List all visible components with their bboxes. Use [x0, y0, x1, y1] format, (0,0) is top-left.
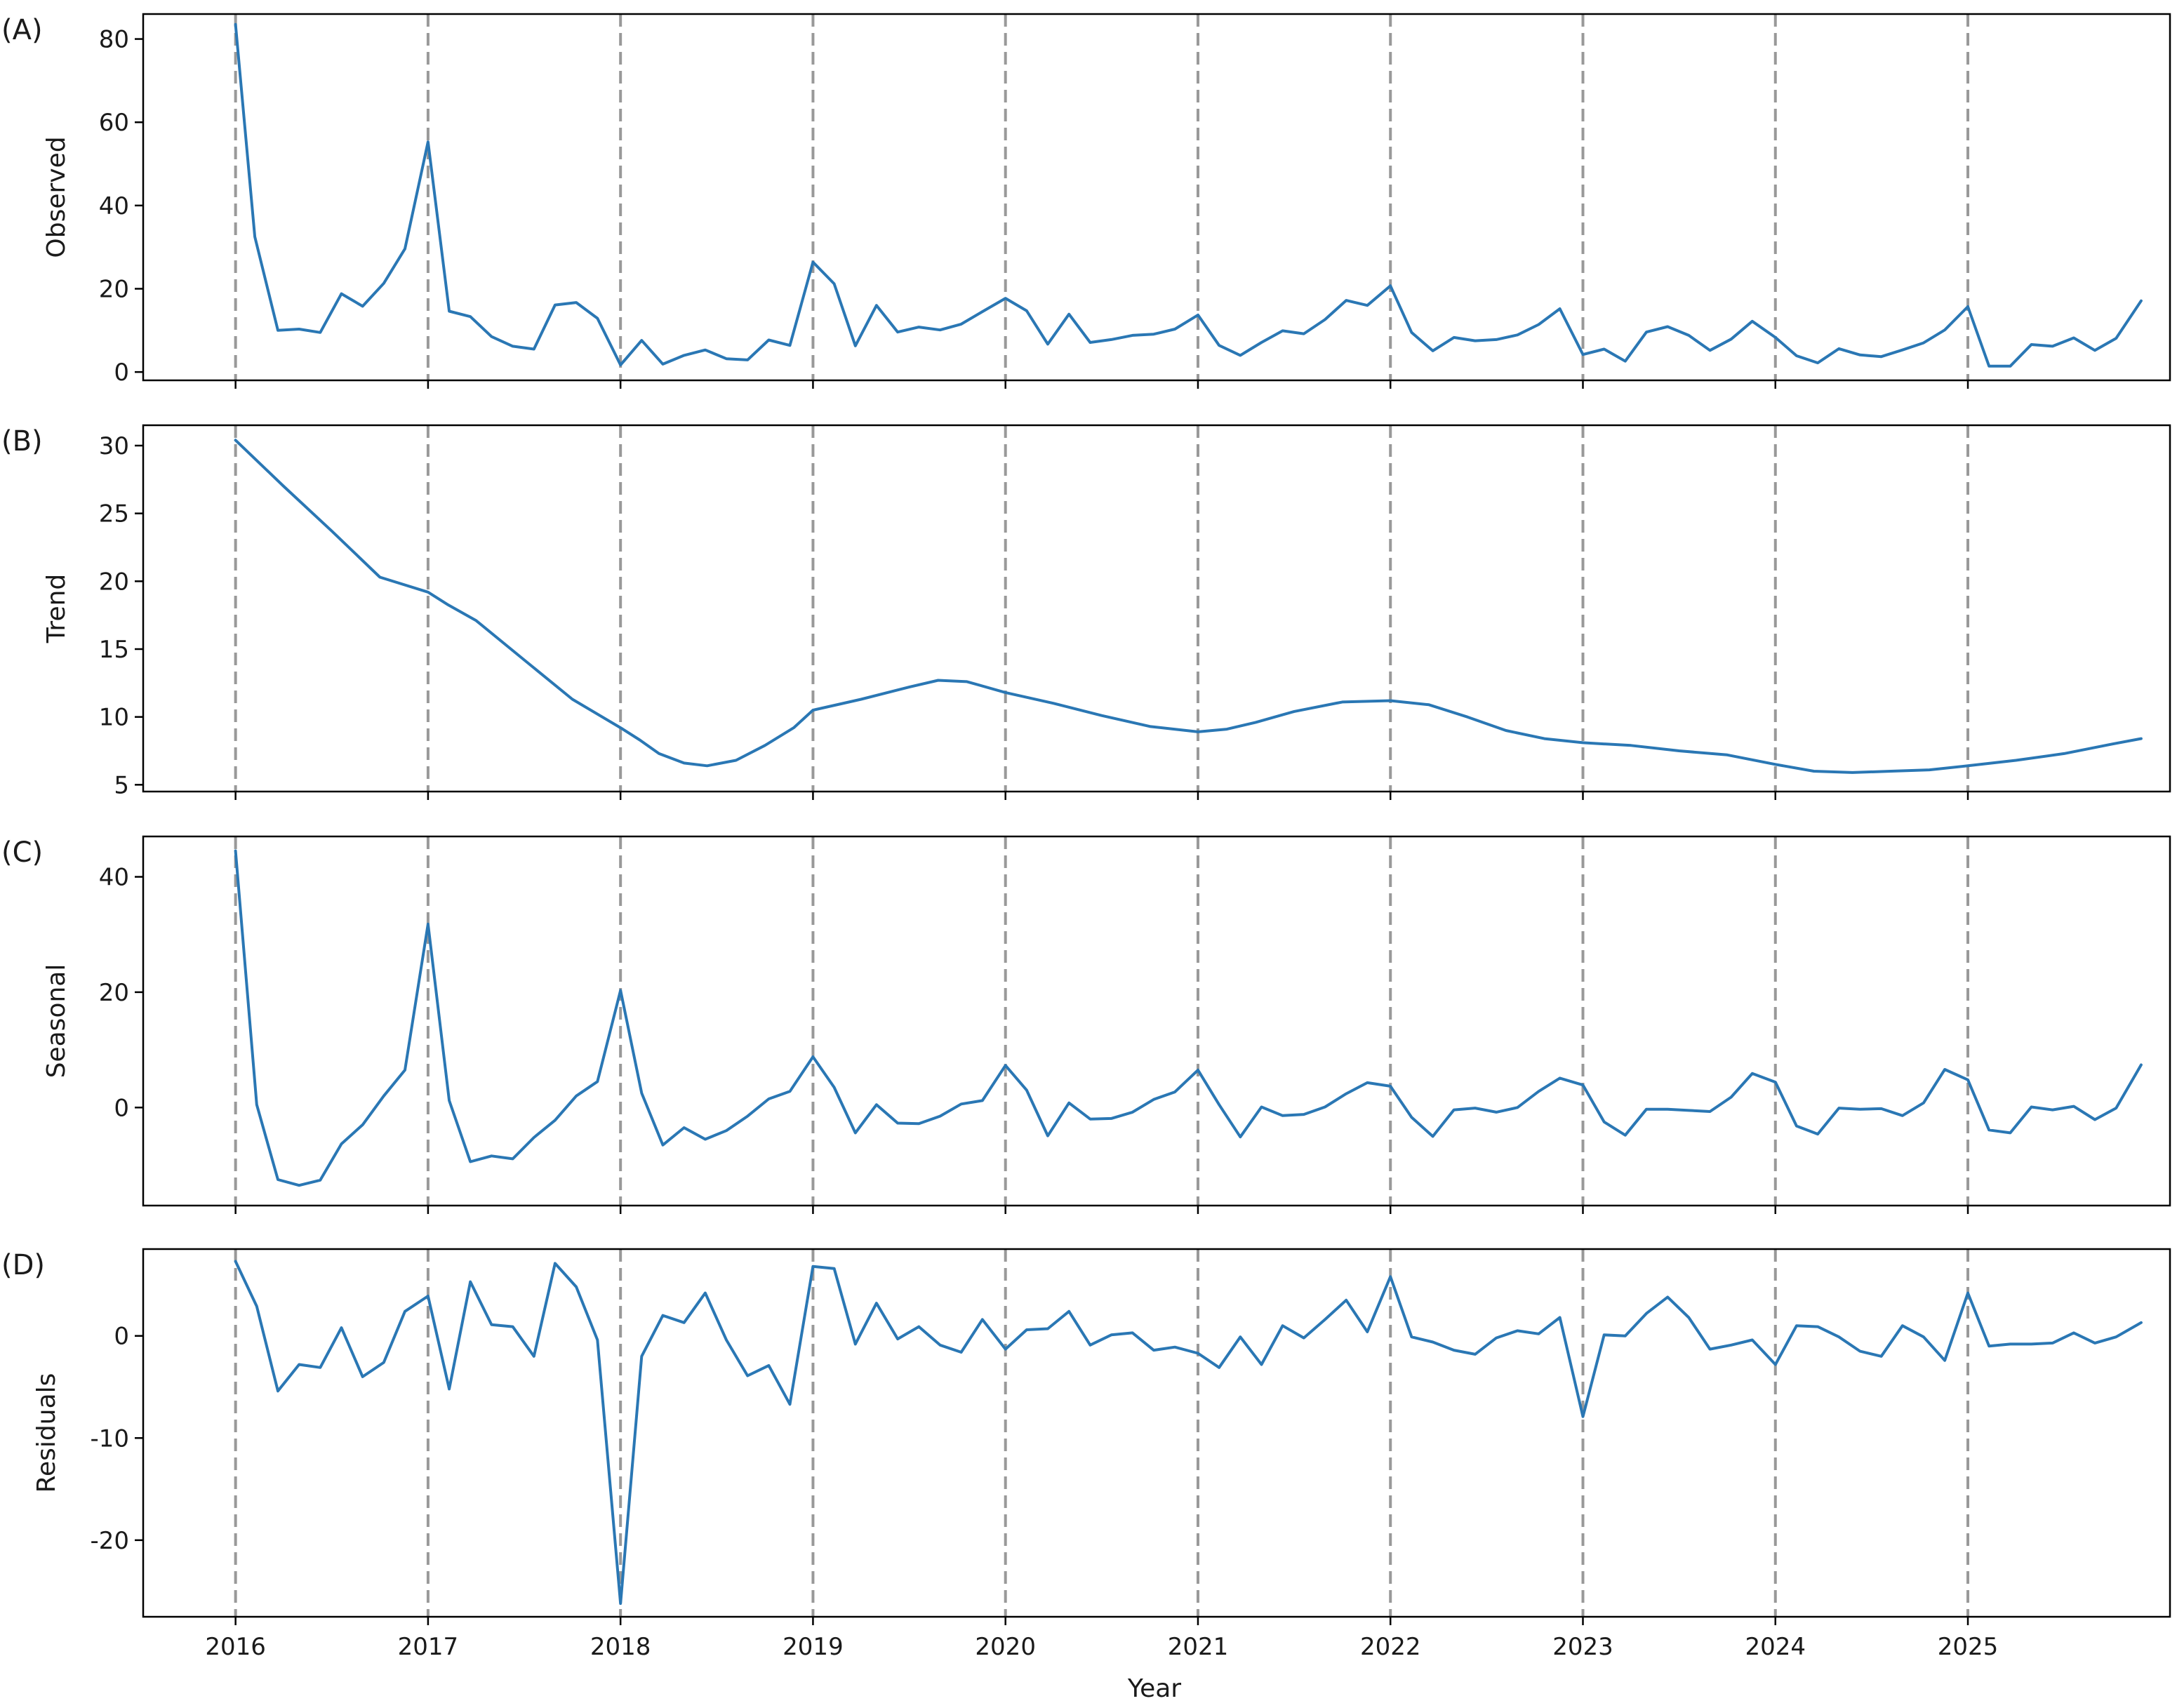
panel-c: 0 20 40 Seasonal (C): [1, 835, 2171, 1214]
panel-d: -20 -10 0 Residuals (D): [1, 1248, 2171, 1625]
x-tick-label: 2016: [205, 1633, 266, 1661]
x-axis-label: Year: [1127, 1674, 1181, 1703]
x-tick-label: 2017: [398, 1633, 459, 1661]
y-tick-label: 20: [99, 979, 129, 1007]
y-axis-label: Trend: [42, 574, 71, 644]
panel-label: (C): [1, 836, 43, 869]
y-axis-label: Seasonal: [42, 964, 71, 1079]
y-tick-label: 40: [99, 192, 129, 220]
series-line-residuals: [234, 1260, 2143, 1606]
x-tick-label: 2018: [590, 1633, 651, 1661]
y-axis-label: Residuals: [32, 1373, 61, 1493]
plot-frame: [142, 1248, 2171, 1618]
y-tick-label: 40: [99, 864, 129, 892]
y-tick-label: 10: [99, 704, 129, 732]
plot-frame: [142, 13, 2171, 382]
y-tick-label: -10: [90, 1425, 129, 1453]
y-tick-label: 25: [99, 500, 129, 528]
x-tick-label: 2023: [1552, 1633, 1613, 1661]
y-tick-label: 30: [99, 432, 129, 460]
x-tick-label: 2019: [783, 1633, 844, 1661]
y-tick-label: 0: [114, 1094, 129, 1122]
y-tick-label: 80: [99, 26, 129, 54]
y-tick-label: 20: [99, 568, 129, 596]
x-tick-label: 2024: [1745, 1633, 1806, 1661]
series-line-trend: [234, 439, 2143, 774]
y-tick-label: 5: [114, 771, 129, 799]
x-tick-label: 2020: [975, 1633, 1036, 1661]
panel-label: (D): [1, 1249, 45, 1281]
series-line-seasonal: [234, 849, 2143, 1187]
plot-frame: [142, 835, 2171, 1207]
panel-label: (B): [1, 425, 43, 458]
panel-label: (A): [1, 14, 43, 46]
x-tick-label: 2021: [1168, 1633, 1229, 1661]
y-tick-label: 20: [99, 276, 129, 304]
x-tick-label: 2022: [1360, 1633, 1421, 1661]
y-tick-label: 0: [114, 359, 129, 387]
panel-b: 5 10 15 20 25 30 Trend (B): [1, 424, 2171, 800]
series-line-observed: [234, 22, 2143, 368]
panel-a: 0 20 40 60 80 Observed (A): [1, 13, 2171, 389]
y-tick-label: 15: [99, 636, 129, 664]
y-tick-label: 60: [99, 109, 129, 137]
x-tick-label: 2025: [1938, 1633, 1999, 1661]
y-tick-label: -20: [90, 1527, 129, 1555]
y-axis-label: Observed: [42, 136, 71, 258]
plot-frame: [142, 424, 2171, 793]
y-tick-label: 0: [114, 1323, 129, 1351]
